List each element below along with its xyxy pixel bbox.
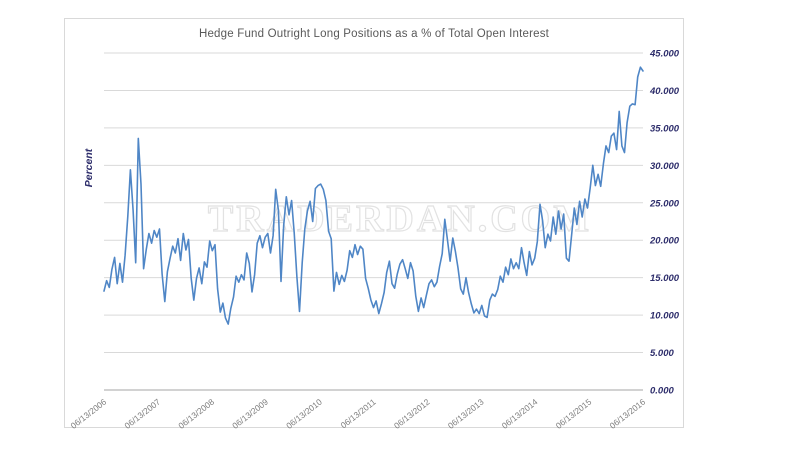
y-tick-label: 0.000 [650, 386, 674, 397]
x-tick-label: 06/13/2014 [500, 397, 540, 429]
x-tick-label: 06/13/2007 [122, 397, 162, 429]
y-tick-label: 45.000 [649, 49, 680, 60]
y-tick-label: 20.000 [649, 236, 680, 247]
chart-container: Hedge Fund Outright Long Positions as a … [64, 18, 684, 430]
y-tick-label: 30.000 [650, 161, 680, 172]
y-tick-label: 15.000 [650, 273, 680, 284]
x-tick-label: 06/13/2008 [176, 397, 216, 429]
y-tick-label: 25.000 [649, 198, 680, 209]
x-tick-label: 06/13/2012 [392, 397, 432, 429]
x-tick-label: 06/13/2006 [69, 397, 109, 429]
y-tick-label: 5.000 [650, 348, 674, 359]
x-tick-label: 06/13/2013 [446, 397, 486, 429]
y-tick-label: 10.000 [650, 311, 680, 322]
x-tick-label: 06/13/2015 [554, 397, 594, 429]
watermark-text: TRADERDAN.COM [208, 198, 592, 240]
x-tick-label: 06/13/2009 [230, 397, 270, 429]
y-tick-label: 40.000 [649, 86, 680, 97]
x-tick-label: 06/13/2016 [608, 397, 648, 429]
data-series-line [103, 66, 644, 325]
x-tick-label: 06/13/2011 [339, 397, 378, 429]
chart-title: Hedge Fund Outright Long Positions as a … [198, 28, 550, 40]
y-tick-label: 35.000 [650, 123, 680, 134]
line-chart-svg: 0.000 5.000 10.000 15.000 20.000 25.000 30.000… [69, 49, 680, 430]
x-tick-label: 06/13/2010 [284, 397, 324, 429]
